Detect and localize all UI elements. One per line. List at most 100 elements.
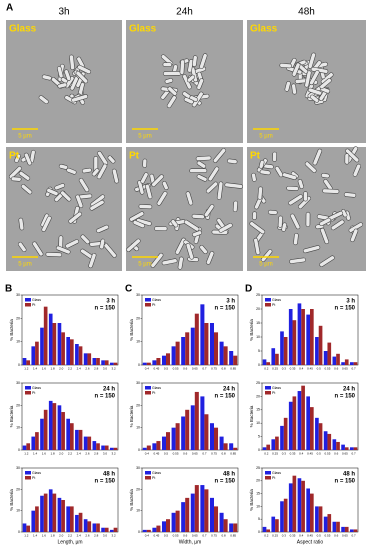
bacterium — [352, 163, 361, 177]
bar — [233, 355, 238, 365]
scale-bar-label: 5 µm — [18, 262, 31, 268]
bacterium — [65, 239, 80, 249]
x-tick-label: 2.2 — [68, 366, 73, 370]
panel-label: B — [5, 284, 12, 295]
bar — [271, 348, 276, 365]
y-tick-label: 10 — [136, 426, 140, 430]
bacterium — [142, 158, 148, 168]
bacterium — [307, 52, 316, 69]
bacterium — [224, 182, 243, 189]
x-tick-label: 0.5 — [317, 451, 322, 455]
x-tick-label: 1.8 — [50, 366, 55, 370]
x-tick-label: 3.2 — [112, 366, 117, 370]
x-tick-label: 0.4 — [145, 366, 150, 370]
bar — [104, 360, 109, 365]
bar — [204, 489, 209, 532]
scale-bar-label: 5 µm — [259, 134, 272, 140]
bar — [87, 436, 92, 450]
legend-label: Pt — [272, 391, 275, 395]
bar — [283, 337, 288, 365]
scale-bar-label: 5 µm — [259, 262, 272, 268]
bar — [200, 485, 205, 532]
bacterium — [66, 167, 77, 175]
bar — [204, 414, 209, 450]
bar — [156, 525, 161, 532]
bar — [35, 341, 39, 365]
bar — [52, 493, 57, 532]
bar — [75, 344, 79, 365]
bar — [353, 447, 358, 450]
substrate-label: Pt — [250, 151, 261, 162]
bacterium — [319, 217, 331, 227]
x-tick-label: 0.55 — [173, 533, 179, 537]
bar — [171, 427, 176, 450]
bacterium — [284, 81, 291, 92]
y-tick-label: 20 — [136, 403, 140, 407]
bar — [214, 506, 219, 532]
bar — [156, 441, 161, 450]
column-header: 48h — [298, 7, 315, 18]
bacterium — [196, 78, 204, 90]
x-tick-label: 0.45 — [307, 451, 313, 455]
annotation: 48 h — [343, 472, 355, 478]
y-tick-label: 0 — [138, 363, 140, 367]
bar — [327, 342, 332, 365]
y-tick-label: 30 — [136, 293, 140, 297]
bar — [349, 447, 354, 450]
bar — [92, 441, 97, 450]
y-axis-label: % Bacteria — [249, 405, 254, 427]
bacterium — [166, 95, 177, 109]
bar — [52, 323, 57, 365]
bar — [332, 356, 337, 365]
bacterium — [199, 53, 208, 69]
bacterium — [41, 74, 52, 81]
y-axis-label: % Bacteria — [129, 319, 134, 341]
bar — [219, 341, 224, 365]
bar — [109, 447, 114, 450]
bar — [200, 304, 205, 365]
annotation: 48 h — [223, 472, 235, 478]
x-tick-label: 0.5 — [164, 451, 169, 455]
bar — [262, 359, 267, 365]
bar — [315, 506, 319, 532]
bar — [323, 516, 328, 532]
bacterium — [302, 245, 321, 254]
x-tick-label: 0.65 — [342, 366, 348, 370]
bar — [146, 445, 151, 450]
bar — [233, 447, 238, 450]
bar — [70, 339, 74, 365]
legend-swatch — [265, 476, 271, 480]
bar — [292, 475, 297, 532]
x-tick-label: 0.2 — [264, 533, 269, 537]
x-tick-label: 0.8 — [222, 451, 227, 455]
bar — [31, 346, 36, 365]
bar — [48, 400, 53, 450]
bacterium — [290, 213, 301, 230]
bacterium — [297, 179, 304, 189]
y-tick-label: 15 — [256, 321, 260, 325]
bar — [214, 332, 219, 365]
bacterium — [322, 188, 340, 194]
y-tick-label: 15 — [256, 492, 260, 496]
legend-label: Glass — [272, 471, 281, 475]
x-tick-label: 0.3 — [282, 451, 287, 455]
x-tick-label: 0.8 — [222, 366, 227, 370]
bar — [266, 444, 271, 450]
bar — [48, 313, 53, 365]
bacterium — [291, 62, 301, 77]
y-tick-label: 20 — [136, 487, 140, 491]
bacterium — [207, 166, 220, 182]
bacterium — [206, 251, 215, 265]
y-tick-label: 30 — [16, 381, 20, 385]
legend-swatch — [145, 298, 151, 302]
bacterium — [185, 191, 194, 206]
bar — [26, 525, 31, 532]
bar — [310, 309, 314, 365]
x-tick-label: 0.6 — [334, 451, 339, 455]
x-tick-label: 0.75 — [211, 533, 217, 537]
bar — [109, 529, 114, 532]
bacterium — [281, 222, 287, 232]
bar — [223, 443, 228, 450]
x-tick-label: 0.4 — [145, 533, 150, 537]
legend-label: Glass — [152, 471, 161, 475]
